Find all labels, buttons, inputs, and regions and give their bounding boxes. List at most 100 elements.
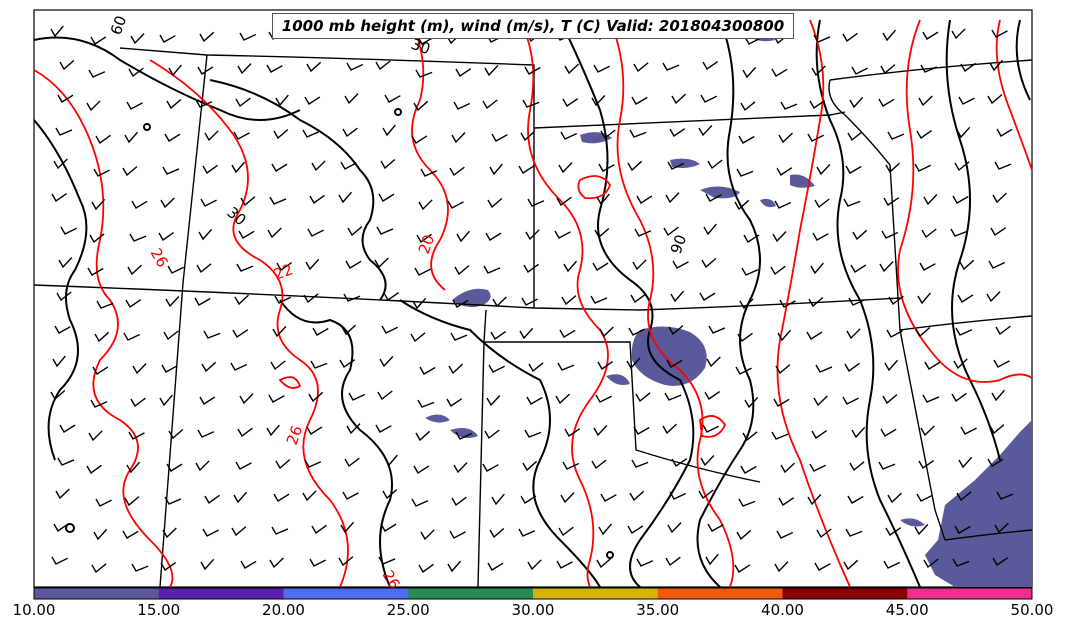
wind-barb (960, 62, 976, 73)
wind-barb (700, 94, 717, 103)
wind-barb (774, 200, 792, 209)
wind-barb (960, 426, 977, 435)
wind-barb (564, 63, 579, 75)
border-ok-tx (483, 309, 761, 483)
wind-barb (59, 59, 75, 71)
wind-barb (707, 159, 723, 170)
wind-barb (233, 131, 250, 140)
wind-barb (90, 36, 107, 45)
wind-barb (165, 296, 180, 308)
colorbar-segment (907, 588, 1033, 599)
wind-barb (198, 228, 213, 241)
wind-barb (488, 364, 505, 373)
wind-barb (987, 94, 1003, 105)
wind-barb (669, 128, 686, 138)
wind-barb (952, 558, 970, 567)
wind-barb (454, 265, 470, 276)
wind-barb (775, 364, 791, 375)
wind-barb (813, 34, 831, 43)
wind-barb (807, 494, 822, 506)
colorbar-segment (782, 588, 908, 599)
wind-barb (233, 491, 248, 504)
wind-barb (914, 524, 929, 536)
wind-barb (276, 261, 293, 272)
wind-barb (128, 431, 145, 440)
wind-barb (93, 528, 108, 541)
wind-barb (880, 64, 896, 75)
wind-barb (706, 356, 721, 368)
wind-barb (735, 366, 752, 375)
wind-barb (636, 195, 653, 204)
wind-barb (342, 127, 358, 138)
height-contour-colorado (209, 79, 387, 301)
wind-barb (633, 426, 650, 435)
wind-barb (345, 260, 362, 269)
wind-barb (51, 192, 68, 203)
wind-barb (482, 463, 499, 472)
wind-barb (420, 168, 438, 177)
wind-barb (816, 528, 832, 539)
wind-barb (304, 96, 321, 105)
wind-barb (556, 196, 572, 207)
wind-barb (590, 295, 608, 304)
wind-barb (307, 228, 324, 237)
wind-barb (886, 329, 903, 338)
wind-barb (917, 292, 931, 305)
wind-barb (128, 67, 144, 78)
wind-barb (996, 491, 1014, 500)
wind-barb (50, 389, 66, 401)
wind-barb (486, 395, 501, 407)
wind-barb (194, 297, 211, 306)
wind-barb (663, 226, 679, 237)
wind-barb (232, 329, 249, 339)
wind-barb (555, 393, 570, 405)
wind-barb (308, 391, 324, 403)
wind-barb (56, 291, 72, 302)
wind-barb (341, 324, 356, 336)
wind-barb (778, 132, 793, 144)
wind-barb (667, 522, 682, 534)
wind-barb (204, 494, 220, 505)
wind-barb (630, 293, 646, 304)
wind-barb (487, 562, 504, 571)
wind-barb (957, 294, 974, 303)
wind-barb (667, 161, 685, 170)
wind-barb (952, 195, 969, 204)
wind-barb (237, 427, 253, 438)
wind-barb (519, 327, 534, 340)
wind-barb (953, 358, 968, 370)
wind-barb (86, 464, 102, 475)
wind-barb (598, 163, 615, 172)
colorbar-tick-label: 50.00 (1010, 601, 1054, 619)
wind-barb (845, 528, 863, 537)
wind-barb (195, 99, 213, 108)
temp-contour-closed (278, 376, 302, 389)
border-ia-mo (829, 59, 1033, 81)
wind-barb (951, 28, 966, 40)
wind-barb (384, 454, 398, 467)
wind-barb (959, 259, 975, 271)
wind-barb (880, 428, 897, 437)
wind-barb (814, 562, 831, 571)
wind-barb (449, 166, 465, 177)
wind-barb (415, 69, 433, 78)
wind-barb (240, 560, 257, 569)
wind-barb (267, 227, 282, 239)
wind-barb (91, 198, 106, 211)
wind-barb (382, 488, 398, 500)
wind-barb (883, 197, 900, 207)
wind-barb (809, 99, 826, 110)
wind-barb (236, 263, 254, 272)
wind-barb (703, 223, 717, 236)
wind-barb (446, 398, 463, 408)
wind-barb (662, 423, 677, 435)
wind-barb (52, 355, 66, 368)
wind-barb (304, 459, 322, 468)
wind-barb (384, 94, 401, 103)
wind-barb (346, 62, 364, 71)
wind-barb (55, 127, 73, 136)
wind-barb (780, 101, 798, 110)
temp-contour-central (609, 19, 735, 588)
wind-barb (923, 194, 938, 206)
colorbar-tick-label: 15.00 (137, 601, 181, 619)
